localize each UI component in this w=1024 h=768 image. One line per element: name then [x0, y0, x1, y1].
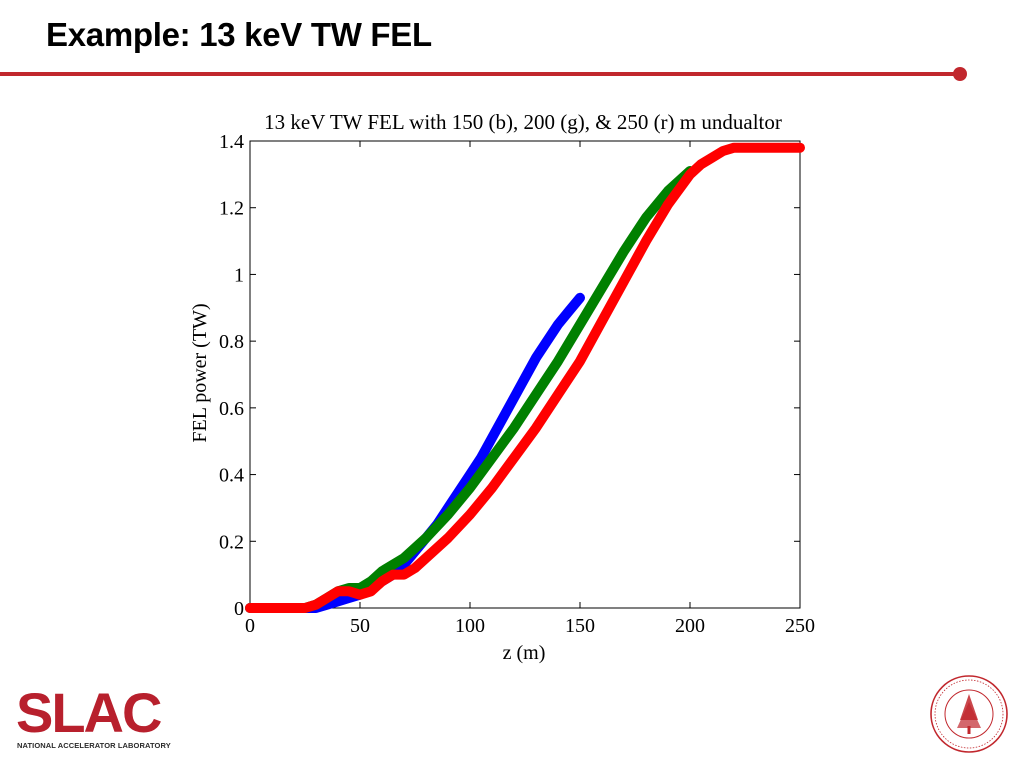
x-tick-label: 250 — [785, 615, 815, 637]
y-tick-label: 1 — [234, 264, 244, 286]
y-tick-label: 0.4 — [219, 465, 244, 487]
y-axis-label: FEL power (TW) — [189, 303, 211, 442]
series-red-line — [245, 142, 805, 613]
x-tick-label: 50 — [350, 615, 370, 637]
x-tick-label: 100 — [455, 615, 485, 637]
x-tick-label: 0 — [245, 615, 255, 637]
plot-frame — [249, 140, 801, 609]
x-tick-label: 150 — [565, 615, 595, 637]
y-tick-label: 0.8 — [219, 331, 244, 353]
lab-name: NATIONAL ACCELERATOR LABORATORY — [17, 741, 171, 750]
title-divider — [0, 72, 960, 76]
y-tick-label: 1.2 — [219, 198, 244, 220]
x-axis-label: z (m) — [503, 642, 546, 664]
y-tick-label: 1.4 — [219, 131, 244, 153]
series-green-line — [245, 166, 695, 613]
slac-logo-text: SLAC — [16, 684, 161, 740]
chart-title: 13 keV TW FEL with 150 (b), 200 (g), & 2… — [264, 110, 782, 134]
slide-title: Example: 13 keV TW FEL — [46, 16, 432, 53]
x-tick-label: 200 — [675, 615, 705, 637]
stanford-seal-icon — [930, 675, 1008, 753]
title-divider-dot — [953, 67, 967, 81]
y-tick-label: 0.6 — [219, 398, 244, 420]
fel-power-chart: 13 keV TW FEL with 150 (b), 200 (g), & 2… — [189, 110, 815, 664]
slac-logo: SLAC — [16, 684, 163, 740]
y-tick-label: 0 — [234, 598, 244, 620]
y-tick-label: 0.2 — [219, 531, 244, 553]
